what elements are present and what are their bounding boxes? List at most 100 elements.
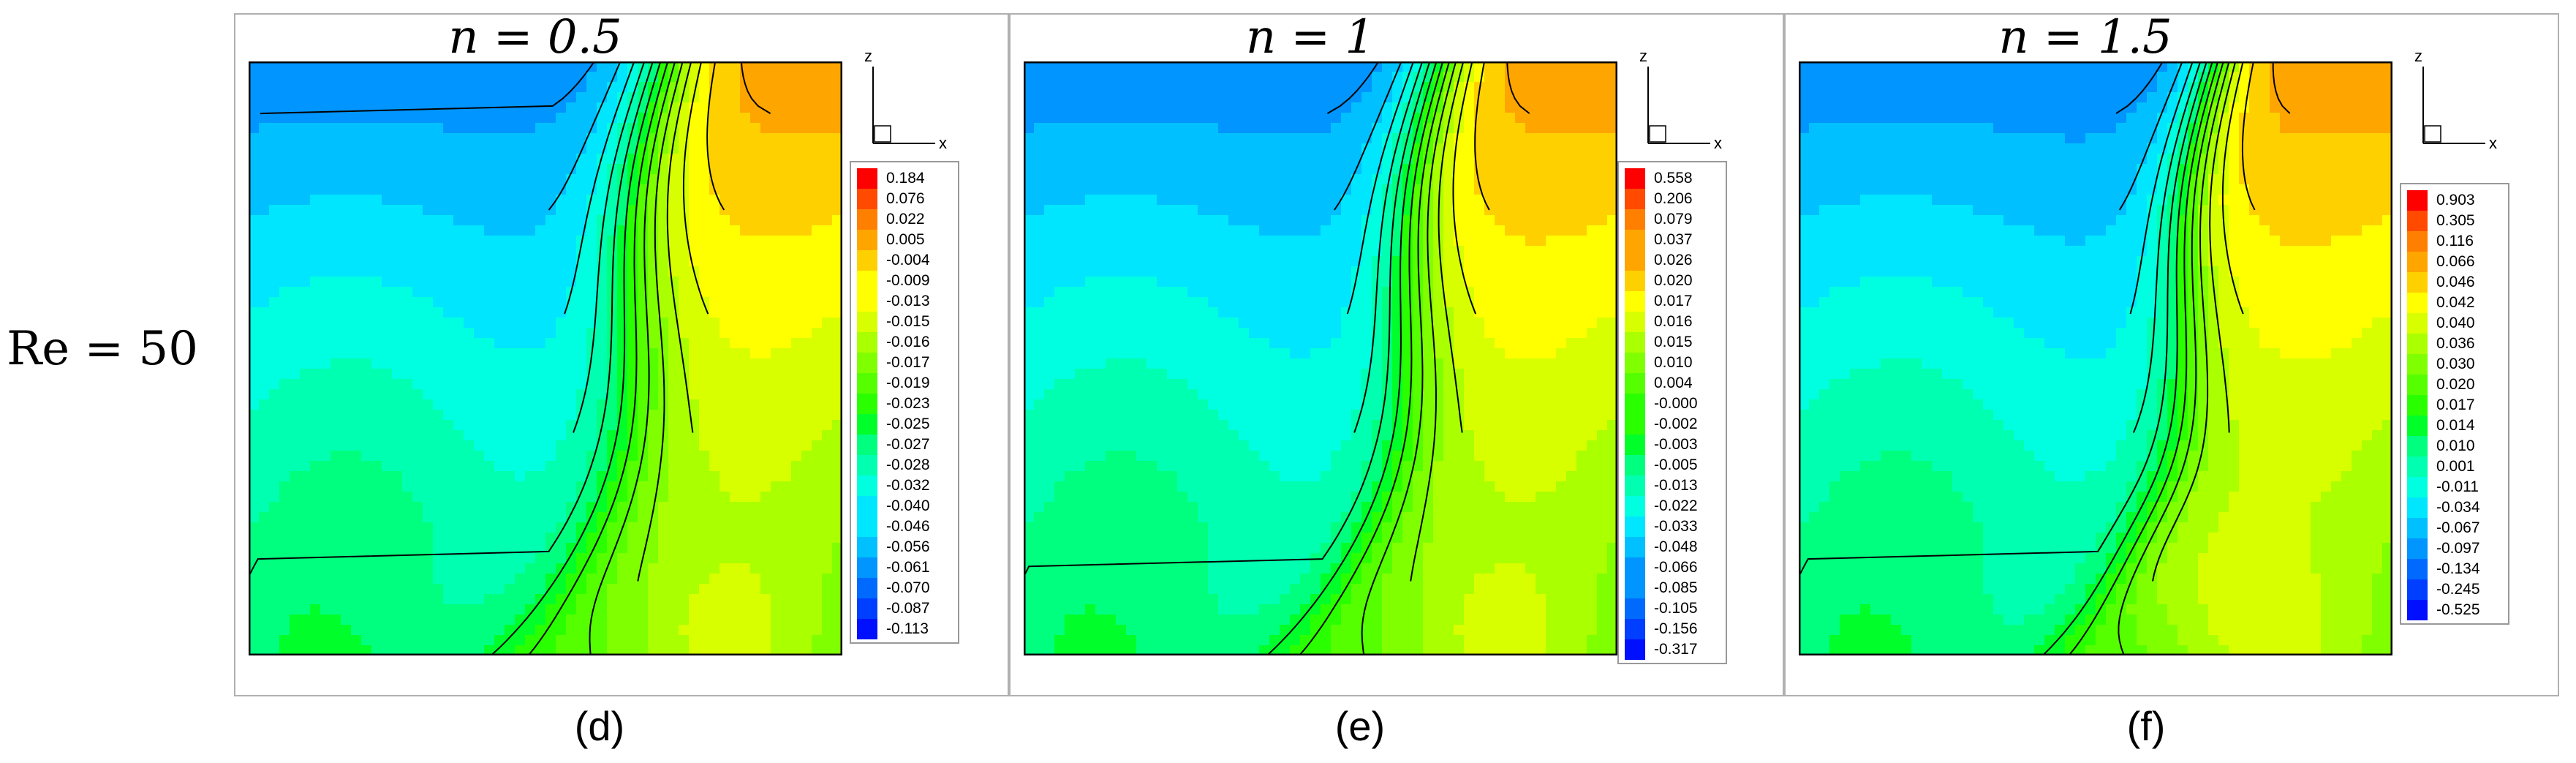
contour-cell: [1331, 205, 1342, 216]
contour-cell: [832, 594, 842, 605]
contour-cell: [341, 205, 352, 216]
contour-cell: [310, 492, 321, 503]
contour-cell: [1157, 246, 1168, 257]
contour-cell: [1065, 92, 1076, 103]
contour-cell: [423, 174, 434, 185]
contour-cell: [464, 502, 475, 513]
contour-cell: [351, 297, 362, 308]
contour-cell: [371, 399, 382, 410]
contour-cell: [719, 113, 730, 124]
contour-cell: [760, 451, 771, 462]
contour-cell: [576, 205, 587, 216]
contour-cell: [1075, 328, 1086, 339]
contour-cell: [402, 563, 413, 574]
contour-cell: [1474, 225, 1485, 236]
contour-cell: [402, 195, 413, 206]
contour-cell: [1576, 195, 1587, 206]
contour-cell: [740, 164, 751, 175]
contour-cell: [484, 287, 495, 298]
contour-cell: [515, 645, 526, 655]
contour-cell: [597, 72, 608, 83]
contour-cell: [556, 174, 567, 185]
contour-cell: [382, 440, 393, 451]
contour-cell: [566, 563, 577, 574]
contour-cell: [740, 102, 751, 113]
contour-cell: [771, 236, 782, 247]
contour-cell: [1034, 328, 1045, 339]
contour-cell: [300, 614, 311, 625]
contour-cell: [597, 348, 608, 359]
contour-cell: [249, 205, 260, 216]
contour-cell: [1177, 317, 1188, 328]
contour-cell: [1126, 297, 1137, 308]
contour-cell: [719, 338, 730, 349]
contour-cell: [1239, 174, 1250, 185]
contour-cell: [1085, 113, 1096, 124]
contour-cell: [1290, 317, 1301, 328]
contour-cell: [740, 389, 751, 400]
contour-cell: [1515, 317, 1526, 328]
contour-cell: [1546, 143, 1557, 154]
contour-cell: [750, 369, 761, 380]
contour-cell: [443, 522, 454, 533]
contour-cell: [1505, 102, 1516, 113]
contour-cell: [1024, 133, 1035, 144]
contour-cell: [453, 522, 464, 533]
contour-cell: [433, 369, 444, 380]
contour-cell: [1249, 113, 1260, 124]
contour-cell: [269, 92, 280, 103]
contour-cell: [423, 143, 434, 154]
contour-cell: [801, 348, 812, 359]
contour-cell: [719, 563, 730, 574]
contour-cell: [525, 246, 536, 257]
contour-cell: [249, 522, 260, 533]
contour-cell: [1280, 123, 1291, 134]
contour-cell: [300, 317, 311, 328]
contour-cell: [1198, 297, 1209, 308]
contour-cell: [689, 215, 700, 226]
contour-cell: [1290, 328, 1301, 339]
contour-cell: [1525, 123, 1536, 134]
contour-cell: [832, 614, 842, 625]
contour-cell: [412, 553, 423, 564]
contour-cell: [320, 143, 331, 154]
contour-cell: [423, 338, 434, 349]
contour-cell: [371, 113, 382, 124]
contour-cell: [1495, 256, 1506, 267]
contour-cell: [1556, 307, 1567, 318]
contour-cell: [1147, 287, 1157, 298]
contour-cell: [382, 635, 393, 646]
contour-cell: [648, 256, 659, 267]
contour-cell: [597, 584, 608, 595]
contour-cell: [812, 82, 823, 93]
contour-cell: [505, 82, 515, 93]
contour-cell: [1218, 123, 1229, 134]
contour-cell: [515, 154, 526, 165]
contour-cell: [259, 195, 270, 206]
contour-cell: [331, 584, 341, 595]
contour-cell: [597, 92, 608, 103]
contour-cell: [709, 307, 720, 318]
contour-cell: [494, 533, 505, 544]
contour-cell: [535, 625, 546, 636]
contour-cell: [474, 225, 485, 236]
contour-cell: [1484, 143, 1495, 154]
contour-cell: [771, 420, 782, 431]
contour-cell: [371, 205, 382, 216]
contour-cell: [566, 379, 577, 390]
contour-cell: [269, 635, 280, 646]
contour-cell: [740, 358, 751, 369]
contour-cell: [1269, 82, 1280, 93]
contour-cell: [279, 522, 290, 533]
contour-cell: [515, 338, 526, 349]
contour-cell: [505, 317, 515, 328]
contour-cell: [515, 61, 526, 72]
contour-cell: [290, 563, 301, 574]
contour-cell: [597, 625, 608, 636]
contour-cell: [545, 328, 556, 339]
contour-cell: [597, 338, 608, 349]
contour-cell: [576, 420, 587, 431]
contour-cell: [1147, 195, 1157, 206]
contour-cell: [249, 92, 260, 103]
contour-cell: [1331, 123, 1342, 134]
